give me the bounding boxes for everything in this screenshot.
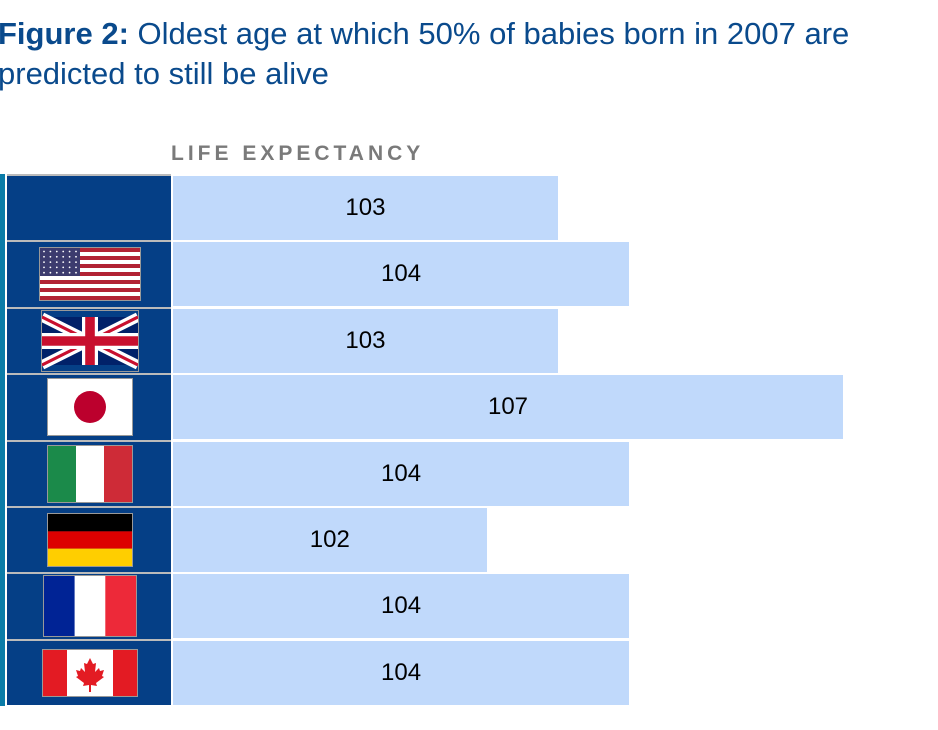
data-label: 104	[381, 459, 422, 487]
data-label: 102	[309, 526, 350, 553]
flag-cell	[7, 638, 171, 706]
data-label: 107	[487, 393, 529, 421]
data-label: 104	[381, 260, 422, 288]
bar-france	[173, 574, 630, 639]
canada-flag-icon	[42, 648, 138, 697]
bar-united-states	[173, 242, 630, 307]
us-flag-icon	[39, 247, 141, 302]
flag-cell	[7, 306, 171, 374]
bar-germany	[173, 508, 487, 572]
data-label: 103	[345, 326, 386, 354]
bar-japan	[173, 375, 843, 440]
data-label: 104	[381, 592, 422, 620]
figure-label: Figure 2:	[0, 16, 129, 51]
france-flag-icon	[43, 575, 137, 638]
flag-cell	[7, 439, 171, 506]
chart-title: Figure 2: Oldest age at which 50% of bab…	[0, 14, 938, 94]
data-label: 104	[381, 658, 422, 686]
title-text: Oldest age at which 50% of babies born i…	[0, 16, 850, 91]
bar-canada	[173, 640, 630, 705]
flag-cell	[7, 174, 171, 241]
bar-italy	[173, 441, 630, 506]
data-label: 103	[345, 194, 386, 221]
flag-cell	[7, 373, 171, 440]
bar--blank-	[173, 176, 558, 240]
bar-united-kingdom	[173, 308, 558, 373]
left-strip	[0, 174, 5, 706]
flag-cell	[7, 572, 171, 639]
uk-flag-icon	[39, 309, 141, 372]
column-header: LIFE EXPECTANCY	[171, 142, 425, 165]
flag-cell	[7, 240, 171, 307]
flag-cell	[7, 506, 171, 573]
germany-flag-icon	[47, 513, 133, 567]
italy-flag-icon	[47, 444, 133, 503]
japan-flag-icon	[47, 378, 133, 437]
